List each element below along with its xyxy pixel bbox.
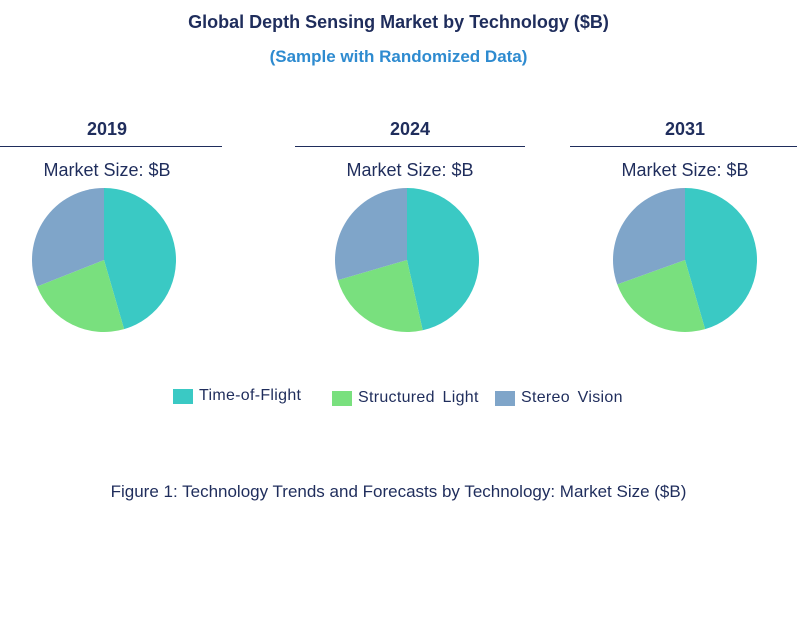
pie-year-label: 2031: [570, 119, 797, 140]
year-divider: [570, 146, 797, 147]
legend-item-stereo-vision[interactable]: Stereo Vision: [495, 389, 623, 407]
pie-chart-2031: [610, 185, 760, 335]
legend-swatch: [495, 391, 515, 406]
pie-panel-2031: 2031 Market Size: $B: [570, 115, 797, 345]
legend-label: Time-of-Flight: [199, 387, 301, 405]
year-divider: [295, 146, 525, 147]
figure-caption: Figure 1: Technology Trends and Forecast…: [0, 482, 797, 502]
year-divider: [0, 146, 222, 147]
market-size-label: Market Size: $B: [570, 160, 797, 181]
market-size-label: Market Size: $B: [0, 160, 222, 181]
market-size-label: Market Size: $B: [295, 160, 525, 181]
chart-subtitle: (Sample with Randomized Data): [0, 47, 797, 67]
chart-title: Global Depth Sensing Market by Technolog…: [0, 12, 797, 33]
pie-year-label: 2019: [0, 119, 222, 140]
legend-label: Structured Light: [358, 389, 479, 407]
legend-label: Stereo Vision: [521, 389, 623, 407]
pie-panel-2024: 2024 Market Size: $B: [295, 115, 525, 345]
pie-chart-2024: [332, 185, 482, 335]
pie-chart-2019: [29, 185, 179, 335]
pie-panel-2019: 2019 Market Size: $B: [0, 115, 222, 345]
legend-swatch: [173, 389, 193, 404]
legend-item-structured-light[interactable]: Structured Light: [332, 389, 479, 407]
legend-item-time-of-flight[interactable]: Time-of-Flight: [173, 387, 301, 405]
pie-year-label: 2024: [295, 119, 525, 140]
legend-swatch: [332, 391, 352, 406]
